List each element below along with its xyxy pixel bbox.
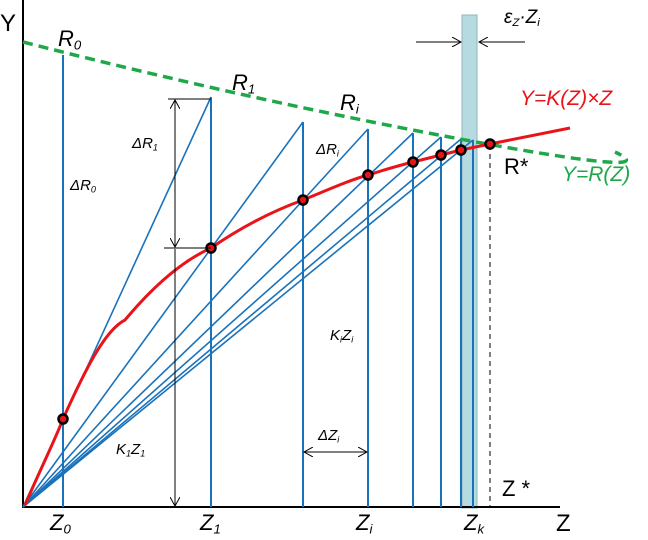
- label-KZ-curve: Y=K(Z)×Z: [520, 87, 613, 110]
- x-axis-label: Z: [556, 510, 571, 537]
- response-curve-KZ: [23, 126, 571, 506]
- label-dRi: ΔRi: [316, 141, 339, 159]
- dimension-lines: [164, 42, 525, 506]
- tick-Zi: Zi: [356, 510, 373, 537]
- tick-Z0: Z0: [50, 510, 71, 537]
- label-Ri: Ri: [340, 90, 359, 117]
- label-R1: R1: [232, 70, 256, 97]
- label-R-curve: Y=R(Z): [562, 163, 631, 186]
- y-axis-label: Y: [0, 10, 17, 37]
- iteration-points: [57, 138, 496, 425]
- vertical-lines: [62, 55, 474, 507]
- tick-Z1: Z1: [200, 510, 221, 537]
- label-dR0: ΔR0: [70, 177, 96, 195]
- secant-rays: [22, 96, 474, 508]
- label-Rstar: R*: [504, 154, 529, 179]
- label-dZi: ΔZi: [318, 427, 340, 445]
- boundary-curve-R: [22, 40, 629, 165]
- tick-Zstar: Z *: [502, 476, 531, 501]
- label-dR1: ΔR1: [132, 135, 158, 153]
- label-epsilon-Zi: εZ·Zi: [504, 7, 540, 29]
- tick-Zk: Zk: [464, 510, 485, 537]
- label-R0: R0: [58, 26, 82, 53]
- label-KiZi: KiZi: [330, 327, 354, 345]
- tolerance-band: [461, 14, 478, 509]
- label-K1Z1: K1Z1: [116, 441, 146, 459]
